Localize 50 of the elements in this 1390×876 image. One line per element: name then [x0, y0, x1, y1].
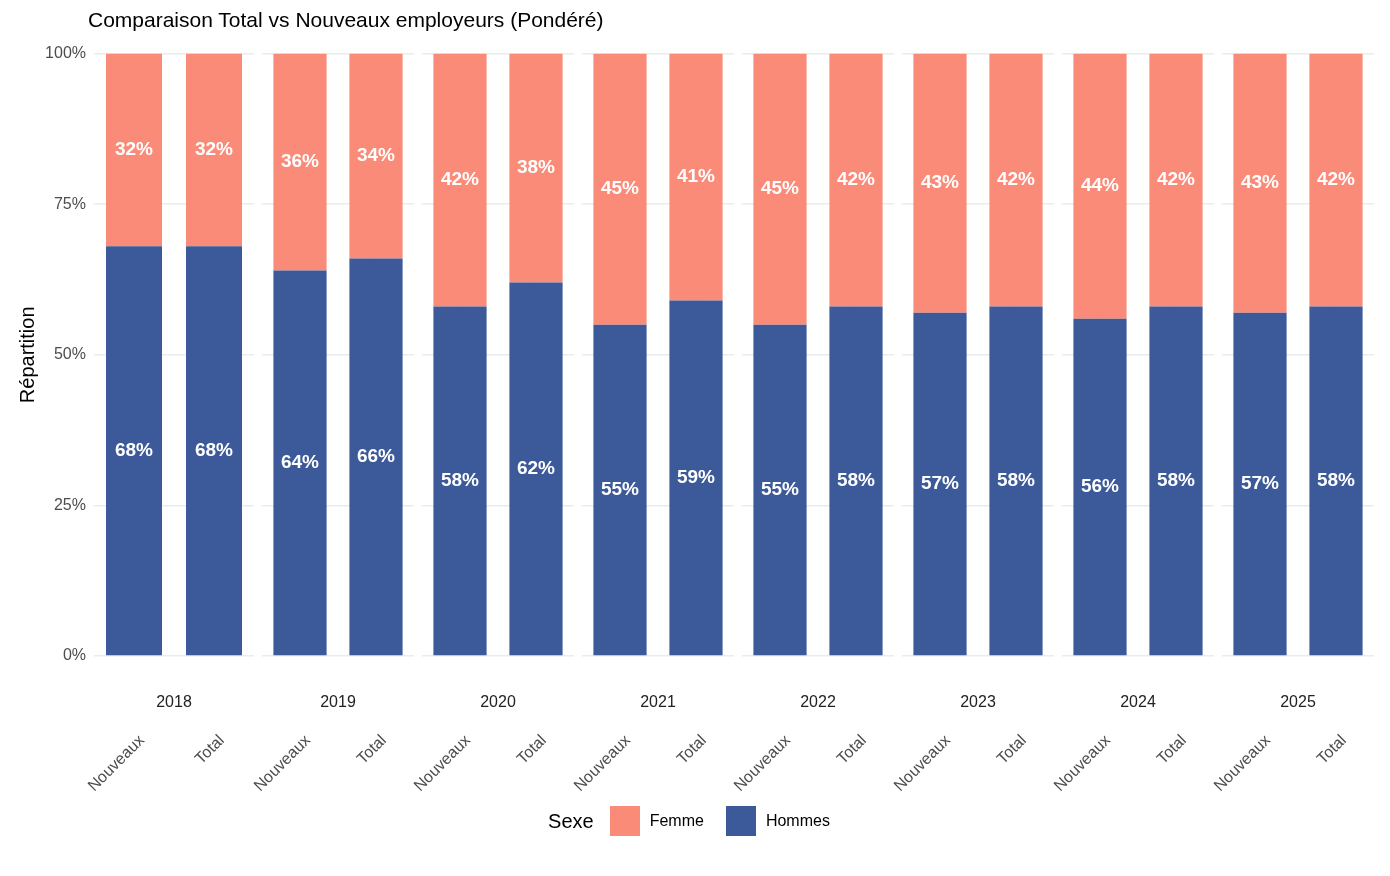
y-tick-label: 100%	[45, 44, 86, 62]
data-label: 44%	[1080, 174, 1120, 196]
data-label: 68%	[194, 439, 234, 461]
x-axis-title: 2025	[1280, 693, 1316, 711]
data-label: 36%	[280, 150, 320, 172]
x-axis-title: 2019	[320, 693, 356, 711]
y-tick-label: 0%	[62, 646, 86, 664]
data-label: 64%	[280, 451, 320, 473]
data-label: 58%	[1316, 469, 1356, 491]
y-tick-label: 25%	[53, 495, 86, 513]
data-label: 42%	[1156, 168, 1196, 190]
data-label: 59%	[676, 466, 716, 488]
data-label: 58%	[836, 469, 876, 491]
data-label: 38%	[516, 156, 556, 178]
text: Comparaison Total vs Nouveaux employeurs (Pondéré)	[88, 8, 605, 33]
data-label: 68%	[114, 439, 154, 461]
legend-title: Sexe	[548, 809, 594, 833]
legend-label: Hommes	[765, 812, 830, 830]
x-axis-title: 2021	[640, 693, 676, 711]
data-label: 58%	[1156, 469, 1196, 491]
data-label: 43%	[920, 171, 960, 193]
x-axis-title: 2020	[480, 693, 516, 711]
data-label: 32%	[194, 138, 234, 160]
data-label: 62%	[516, 457, 556, 479]
data-label: 58%	[996, 469, 1036, 491]
data-label: 45%	[760, 177, 800, 199]
x-axis-title: 2022	[800, 693, 836, 711]
data-label: 58%	[440, 469, 480, 491]
data-label: 41%	[676, 165, 716, 187]
data-label: 56%	[1080, 475, 1120, 497]
y-tick-label: 50%	[53, 345, 86, 363]
data-label: 42%	[440, 168, 480, 190]
data-label: 42%	[1316, 168, 1356, 190]
data-label: 42%	[996, 168, 1036, 190]
data-label: 55%	[760, 478, 800, 500]
x-axis-title: 2024	[1120, 693, 1156, 711]
y-tick-label: 75%	[53, 194, 86, 212]
y-axis-title: Répartition	[15, 306, 38, 404]
data-label: 42%	[836, 168, 876, 190]
data-label: 57%	[1240, 472, 1280, 494]
x-axis-title: 2023	[960, 693, 996, 711]
data-label: 66%	[356, 445, 396, 467]
data-label: 32%	[114, 138, 154, 160]
data-label: 34%	[356, 144, 396, 166]
x-axis-title: 2018	[156, 693, 192, 711]
data-label: 45%	[600, 177, 640, 199]
legend-label: Femme	[649, 812, 704, 830]
data-label: 43%	[1240, 171, 1280, 193]
data-label: 57%	[920, 472, 960, 494]
data-label: 55%	[600, 478, 640, 500]
